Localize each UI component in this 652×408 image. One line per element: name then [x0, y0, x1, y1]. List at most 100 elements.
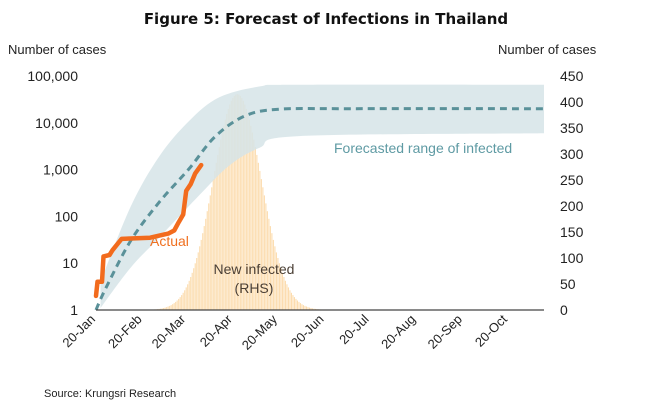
new-infected-bar: [274, 246, 276, 310]
new-infected-bar: [275, 252, 277, 310]
new-infected-bar: [260, 179, 262, 310]
new-infected-bars: [149, 94, 326, 311]
new-infected-bar: [247, 113, 249, 311]
new-infected-bar: [191, 272, 193, 310]
new-infected-bar: [200, 239, 202, 310]
new-infected-bar: [310, 308, 312, 310]
new-infected-bar: [262, 187, 264, 310]
new-infected-bar: [293, 297, 295, 310]
new-infected-bar: [277, 258, 279, 310]
new-infected-bar: [218, 147, 220, 310]
right-tick-label: 100: [560, 250, 584, 266]
new-infected-bar: [229, 104, 231, 310]
left-tick-label: 100: [55, 208, 79, 224]
new-infected-bar: [194, 263, 196, 310]
new-infected-bar: [190, 277, 192, 310]
x-tick-label: 20-Apr: [197, 311, 236, 350]
new-infected-bar: [178, 298, 180, 310]
annotation-new-infected-rhs: (RHS): [235, 280, 274, 296]
new-infected-bar: [266, 211, 268, 310]
new-infected-bar: [280, 268, 282, 310]
left-tick-label: 10,000: [35, 115, 78, 131]
new-infected-bar: [208, 203, 210, 310]
new-infected-bar: [181, 295, 183, 310]
new-infected-bar: [251, 132, 253, 310]
annotation-actual: Actual: [150, 233, 189, 249]
new-infected-bar: [292, 295, 294, 310]
new-infected-bar: [214, 170, 216, 310]
new-infected-bar: [212, 179, 214, 310]
new-infected-bar: [163, 308, 165, 310]
new-infected-bar: [284, 280, 286, 310]
new-infected-bar: [296, 300, 298, 310]
x-axis-ticks: 20-Jan 20-Feb 20-Mar 20-Apr 20-May 20-Jun 20-J…: [59, 311, 510, 353]
new-infected-bar: [184, 290, 186, 310]
new-infected-bar: [271, 233, 273, 310]
annotation-forecast-range: Forecasted range of infected: [334, 140, 512, 156]
new-infected-bar: [259, 170, 261, 310]
x-tick-label: 20-Jun: [288, 312, 327, 351]
new-infected-bar: [215, 162, 217, 310]
new-infected-bar: [173, 303, 175, 310]
new-infected-bar: [250, 125, 252, 310]
new-infected-bar: [175, 301, 177, 310]
new-infected-bar: [248, 119, 250, 310]
new-infected-bar: [196, 258, 198, 310]
new-infected-bar: [233, 95, 235, 311]
new-infected-bar: [238, 94, 240, 310]
new-infected-bar: [170, 305, 172, 310]
left-axis-ticks: 1 10 100 1,000 10,000 100,000: [27, 68, 78, 318]
new-infected-bar: [313, 308, 315, 310]
x-tick-label: 20-Aug: [378, 312, 418, 352]
new-infected-bar: [301, 304, 303, 310]
new-infected-bar: [166, 307, 168, 310]
new-infected-bar: [239, 95, 241, 311]
new-infected-bar: [161, 308, 163, 310]
new-infected-bar: [242, 100, 244, 310]
new-infected-bar: [193, 268, 195, 310]
right-tick-label: 0: [560, 302, 568, 318]
new-infected-bar: [283, 277, 285, 310]
new-infected-bar: [220, 139, 222, 310]
right-axis-ticks: 0 50 100 150 200 250 300 350 400 450: [560, 68, 584, 318]
x-tick-label: 20-Sep: [425, 312, 465, 352]
new-infected-bar: [211, 187, 213, 310]
new-infected-bar: [256, 154, 258, 310]
x-tick-label: 20-Mar: [149, 311, 189, 351]
new-infected-bar: [311, 308, 314, 310]
new-infected-bar: [308, 307, 311, 310]
new-infected-bar: [245, 108, 247, 311]
right-tick-label: 250: [560, 172, 584, 188]
new-infected-bar: [188, 280, 190, 310]
new-infected-bar: [160, 308, 162, 310]
new-infected-bar: [253, 139, 255, 310]
x-tick-label: 20-Feb: [105, 312, 145, 352]
left-tick-label: 10: [62, 255, 78, 271]
right-tick-label: 400: [560, 94, 584, 110]
left-tick-label: 100,000: [27, 68, 78, 84]
new-infected-bar: [169, 305, 171, 310]
new-infected-bar: [236, 94, 238, 310]
annotation-new-infected: New infected: [214, 261, 295, 277]
new-infected-bar: [203, 226, 205, 310]
new-infected-bar: [164, 307, 166, 310]
new-infected-bar: [287, 287, 289, 310]
new-infected-bar: [227, 108, 229, 311]
new-infected-bar: [182, 292, 184, 310]
new-infected-bar: [265, 203, 267, 310]
new-infected-bar: [187, 284, 189, 310]
forecast-median-line: [94, 107, 545, 311]
right-tick-label: 300: [560, 146, 584, 162]
new-infected-bar: [302, 305, 305, 310]
new-infected-bar: [176, 300, 178, 310]
new-infected-bar: [167, 306, 169, 310]
x-tick-label: 20-Jul: [336, 311, 372, 347]
new-infected-bar: [221, 132, 223, 310]
new-infected-bar: [263, 195, 265, 310]
chart-title: Figure 5: Forecast of Infections in Thai…: [144, 10, 508, 28]
new-infected-bar: [235, 94, 237, 310]
right-tick-label: 200: [560, 198, 584, 214]
new-infected-bar: [295, 298, 297, 310]
new-infected-bar: [298, 301, 300, 310]
new-infected-bar: [278, 263, 280, 310]
